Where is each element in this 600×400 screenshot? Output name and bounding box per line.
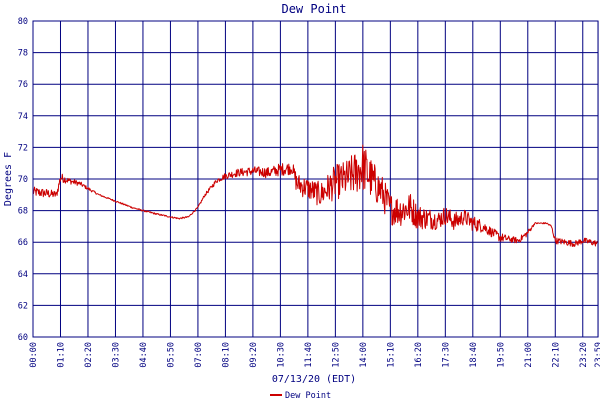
x-tick-label: 18:40 <box>469 342 479 368</box>
x-tick-label: 23:20 <box>579 342 589 368</box>
y-tick-label: 64 <box>18 270 28 280</box>
y-tick-label: 78 <box>18 49 28 59</box>
y-tick-label: 66 <box>18 238 28 248</box>
y-axis-ticks: 60 62 64 66 68 70 72 74 76 78 80 <box>18 17 28 343</box>
y-tick-label: 72 <box>18 143 28 153</box>
plot-area-border <box>32 20 599 338</box>
x-tick-label: 16:20 <box>414 342 424 368</box>
y-tick-label: 68 <box>18 207 28 217</box>
x-tick-label: 07:00 <box>194 342 204 368</box>
x-tick-label: 10:30 <box>276 342 286 368</box>
y-tick-label: 70 <box>18 175 28 185</box>
x-tick-label: 04:40 <box>139 342 149 368</box>
y-tick-label: 60 <box>18 333 28 343</box>
x-axis-label: 07/13/20 (EDT) <box>272 374 356 385</box>
dew-point-series-line <box>32 144 599 247</box>
x-tick-label: 19:50 <box>496 342 506 368</box>
legend-label: Dew Point <box>285 391 331 400</box>
x-tick-label: 21:00 <box>524 342 534 368</box>
y-axis-label: Degrees F <box>3 152 14 206</box>
x-tick-label: 03:30 <box>111 342 121 368</box>
x-tick-label: 00:00 <box>29 342 39 368</box>
x-tick-label: 22:10 <box>551 342 561 368</box>
y-tick-label: 62 <box>18 301 28 311</box>
x-tick-label: 15:10 <box>386 342 396 368</box>
x-tick-label: 05:50 <box>166 342 176 368</box>
x-tick-label: 08:10 <box>221 342 231 368</box>
y-tick-label: 74 <box>18 112 28 122</box>
x-tick-label: 17:30 <box>441 342 451 368</box>
x-tick-label: 12:50 <box>331 342 341 368</box>
y-tick-label: 76 <box>18 80 28 90</box>
x-axis-ticks: 00:00 01:10 02:20 03:30 04:40 05:50 07:00 08:10… <box>29 342 600 368</box>
x-tick-label: 02:20 <box>84 342 94 368</box>
x-tick-label: 01:10 <box>56 342 66 368</box>
x-tick-label: 23:59 <box>594 342 600 368</box>
x-tick-label: 11:40 <box>304 342 314 368</box>
chart-title: Dew Point <box>281 2 346 16</box>
y-tick-label: 80 <box>18 17 28 27</box>
x-tick-label: 14:00 <box>359 342 369 368</box>
x-tick-label: 09:20 <box>249 342 259 368</box>
